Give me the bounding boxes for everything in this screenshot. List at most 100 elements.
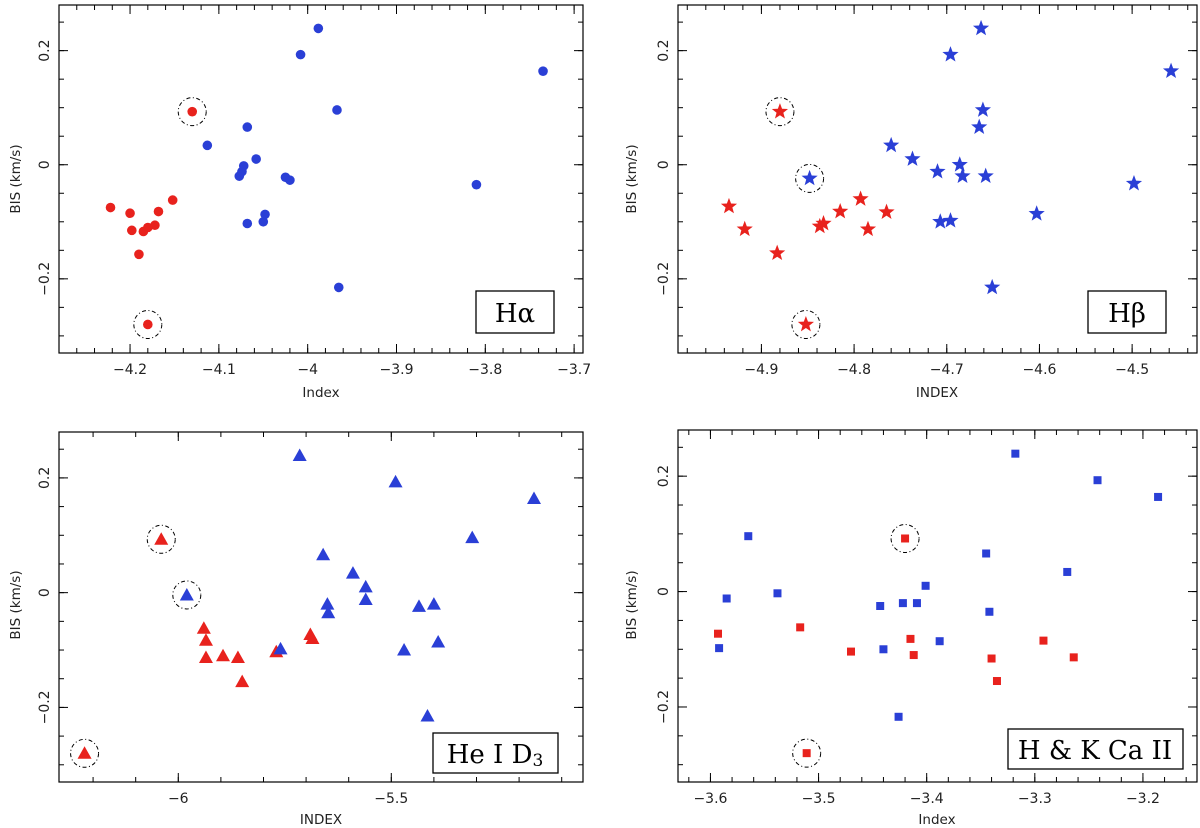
data-point-red — [797, 315, 814, 332]
data-point-blue — [538, 66, 548, 76]
data-point-blue — [879, 645, 888, 654]
y-tick-label: 0.2 — [656, 465, 672, 487]
x-tick-label: −3.6 — [693, 791, 727, 807]
data-points — [720, 19, 1180, 339]
data-point-blue — [426, 597, 441, 610]
data-point-blue — [420, 709, 435, 722]
data-point-red — [987, 654, 996, 663]
data-point-red — [771, 103, 789, 119]
data-point-blue — [251, 154, 261, 164]
y-axis-label: BIS (km/s) — [8, 144, 24, 213]
panel-label-subscript: 3 — [532, 751, 543, 771]
highlight-ring — [795, 163, 825, 193]
x-tick-label: −4.8 — [837, 362, 871, 378]
y-tick-label: 0 — [37, 588, 53, 597]
data-point-red — [235, 674, 250, 688]
data-point-blue — [722, 594, 731, 603]
data-point-blue — [388, 474, 403, 488]
highlight-ring — [146, 524, 176, 554]
x-tick-label: −4.7 — [930, 362, 964, 378]
data-point-blue — [921, 581, 930, 590]
data-point-blue — [876, 602, 885, 610]
data-point-blue — [982, 549, 991, 558]
panel-label-main: He I D — [447, 740, 533, 770]
data-point-blue — [932, 213, 949, 229]
x-tick-label: −3.2 — [1126, 791, 1160, 807]
panel-label: Hβ — [1108, 299, 1146, 329]
data-point-blue — [904, 150, 921, 166]
y-tick-label: 0.2 — [656, 40, 672, 62]
data-point-red — [196, 621, 211, 634]
x-axis-label: Index — [302, 385, 339, 401]
y-tick-label: 0 — [656, 160, 672, 169]
data-point-red — [909, 651, 918, 660]
data-point-blue — [1125, 175, 1143, 191]
data-point-red — [216, 648, 231, 662]
x-tick-label: −4.1 — [202, 362, 236, 378]
x-tick-label: −4 — [297, 362, 318, 378]
panel-h-alpha: −4.2 −4.1 −4 −3.9 −3.8 −3.7 −0.2 0 0.2 Index BIS… — [8, 4, 591, 401]
data-point-red — [105, 202, 116, 213]
data-point-blue — [1162, 62, 1180, 79]
y-axis-label: BIS (km/s) — [624, 144, 640, 213]
data-point-blue — [313, 23, 324, 34]
data-point-blue — [1028, 205, 1045, 221]
data-point-blue — [242, 122, 253, 132]
data-point-red — [198, 633, 213, 646]
data-point-blue — [179, 587, 194, 601]
data-point-red — [1039, 636, 1048, 645]
data-point-red — [198, 650, 213, 663]
data-point-blue — [260, 209, 270, 220]
data-point-red — [901, 534, 910, 543]
data-point-blue — [984, 278, 1001, 295]
plot-frame — [58, 431, 584, 783]
data-point-blue — [411, 599, 426, 612]
data-point-blue — [951, 156, 968, 172]
plot-frame — [677, 429, 1198, 783]
data-point-red — [815, 215, 832, 231]
data-point-blue — [894, 712, 903, 721]
data-point-red — [847, 647, 855, 656]
data-point-red — [187, 106, 198, 117]
panel-he-i-d3: −6 −5.5 −0.2 0 0.2 INDEX BIS (km/s) He I D3 — [8, 431, 584, 828]
panel-label-box — [1087, 290, 1167, 334]
data-point-red — [134, 249, 144, 260]
data-point-blue — [801, 169, 818, 186]
data-point-blue — [977, 167, 994, 184]
data-point-red — [832, 203, 849, 219]
data-point-blue — [1063, 567, 1072, 576]
x-axis-label: Index — [918, 812, 955, 828]
data-point-blue — [935, 637, 944, 646]
x-tick-label: −3.8 — [468, 362, 502, 378]
x-tick-label: −4.9 — [744, 362, 778, 378]
data-point-blue — [1154, 492, 1163, 501]
data-point-blue — [465, 530, 480, 544]
data-point-blue — [715, 644, 724, 653]
data-point-blue — [358, 592, 373, 606]
highlight-ring — [791, 309, 821, 339]
data-point-blue — [954, 167, 971, 184]
data-point-red — [125, 208, 135, 219]
y-tick-label: 0 — [656, 587, 672, 596]
data-point-blue — [292, 448, 307, 462]
panel-label-box — [432, 732, 559, 774]
x-tick-label: −4.2 — [113, 362, 147, 378]
data-point-blue — [912, 599, 921, 608]
data-point-blue — [273, 641, 288, 655]
data-point-red — [992, 677, 1001, 686]
axis-ticks: −4.9 −4.8 −4.7 −4.6 −4.5 −0.2 0 0.2 — [656, 5, 1197, 378]
panel-h-beta: −4.9 −4.8 −4.7 −4.6 −4.5 −0.2 0 0.2 INDEX BIS (… — [624, 4, 1198, 401]
panel-label-box — [1007, 728, 1184, 770]
data-points — [105, 23, 548, 339]
data-point-blue — [358, 579, 373, 593]
highlight-ring — [133, 309, 163, 339]
y-tick-label: 0 — [37, 160, 53, 169]
x-tick-label: −3.5 — [802, 791, 836, 807]
y-axis-label: BIS (km/s) — [8, 570, 24, 639]
data-point-blue — [971, 118, 988, 134]
x-axis-label: INDEX — [300, 812, 342, 828]
data-point-blue — [744, 532, 753, 541]
x-tick-label: −4.6 — [1022, 362, 1056, 378]
data-point-red — [802, 749, 811, 758]
data-point-red — [852, 190, 869, 206]
